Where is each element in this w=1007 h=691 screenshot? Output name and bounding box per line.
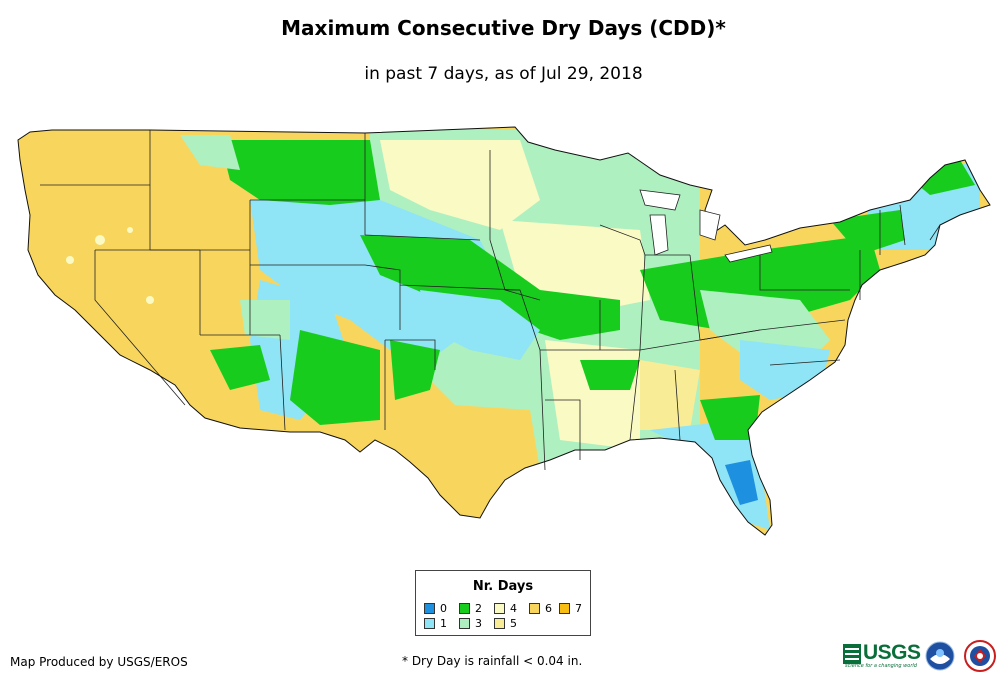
usgs-logo-text: USGS: [863, 641, 921, 664]
credit-text: Map Produced by USGS/EROS: [10, 655, 188, 669]
dry-day-note: * Dry Day is rainfall < 0.04 in.: [402, 654, 583, 668]
legend-label-1: 1: [440, 617, 447, 630]
usgs-logo: USGS science for a changing world: [843, 641, 921, 669]
nws-logo: [964, 640, 996, 672]
lake-michigan: [649, 214, 669, 256]
usgs-wave-icon: [843, 644, 861, 664]
legend-label-2: 2: [475, 602, 482, 615]
usgs-tagline: science for a changing world: [845, 663, 917, 669]
legend-swatch-7: [559, 603, 570, 614]
legend-label-6: 6: [545, 602, 552, 615]
legend: Nr. Days 0 1 2 3 4 5 6 7: [415, 570, 591, 636]
legend-label-3: 3: [475, 617, 482, 630]
lake-huron: [699, 209, 721, 241]
legend-swatch-6: [529, 603, 540, 614]
legend-swatch-1: [424, 618, 435, 629]
legend-label-0: 0: [440, 602, 447, 615]
legend-label-7: 7: [575, 602, 582, 615]
legend-label-5: 5: [510, 617, 517, 630]
state-borders: [40, 130, 941, 471]
lake-erie: [724, 244, 773, 263]
legend-swatch-4: [494, 603, 505, 614]
precip-field: [18, 127, 990, 535]
map-subtitle: in past 7 days, as of Jul 29, 2018: [364, 64, 643, 84]
noaa-logo: [925, 641, 955, 671]
legend-label-4: 4: [510, 602, 517, 615]
legend-swatch-5: [494, 618, 505, 629]
legend-swatch-0: [424, 603, 435, 614]
legend-title: Nr. Days: [472, 579, 534, 594]
map-title: Maximum Consecutive Dry Days (CDD)*: [281, 16, 726, 40]
legend-swatch-2: [459, 603, 470, 614]
us-outline: [17, 126, 991, 536]
legend-swatch-3: [459, 618, 470, 629]
lake-superior: [639, 189, 681, 211]
